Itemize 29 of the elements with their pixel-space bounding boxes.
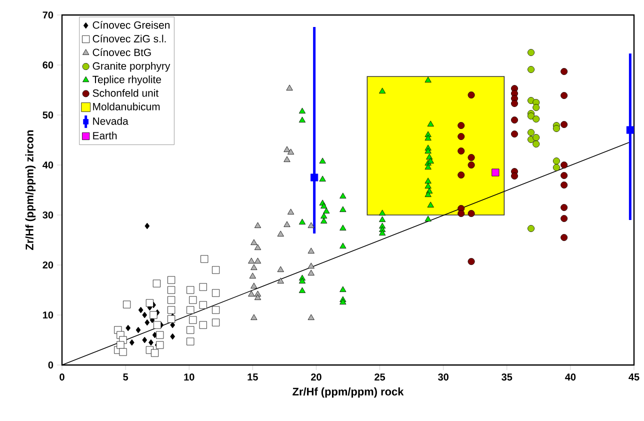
legend-label: Cínovec ZiG s.l.: [92, 34, 166, 42]
y-tick-label: 0: [48, 361, 54, 369]
y-tick-label: 40: [42, 161, 54, 169]
y-tick-label: 30: [42, 211, 54, 219]
legend-label: Teplice rhyolite: [92, 76, 162, 86]
y-tick-label: 60: [42, 61, 54, 69]
y-tick-label: 10: [43, 311, 54, 319]
y-tick-label: 70: [42, 11, 54, 19]
x-tick-label: 25: [374, 374, 386, 381]
x-tick-label: 45: [628, 374, 640, 380]
x-tick-label: 5: [123, 374, 128, 380]
x-tick-label: 20: [311, 374, 322, 381]
x-tick-label: 40: [565, 374, 576, 381]
legend-label: Moldanubicum: [93, 102, 160, 110]
legend-label: Nevada: [93, 117, 128, 125]
y-tick-label: 50: [42, 111, 54, 119]
x-tick-label: 10: [184, 374, 194, 381]
legend-label: Schonfeld unit: [92, 89, 159, 97]
legend-label: Earth: [93, 132, 117, 140]
legend-label: Granite porphyry: [92, 62, 170, 72]
legend-label: Cínovec BtG: [92, 48, 151, 56]
legend-label: Cínovec Greisen: [92, 20, 170, 29]
y-axis-title: Zr/Hf (ppm/ppm) zircon: [25, 130, 36, 250]
y-tick-label: 20: [42, 261, 54, 269]
x-tick-label: 35: [502, 374, 512, 381]
x-tick-label: 0: [60, 374, 64, 381]
x-axis-title: Zr/Hf (ppm/ppm) rock: [292, 387, 404, 398]
x-tick-label: 15: [248, 374, 258, 380]
x-tick-label: 30: [438, 374, 448, 381]
